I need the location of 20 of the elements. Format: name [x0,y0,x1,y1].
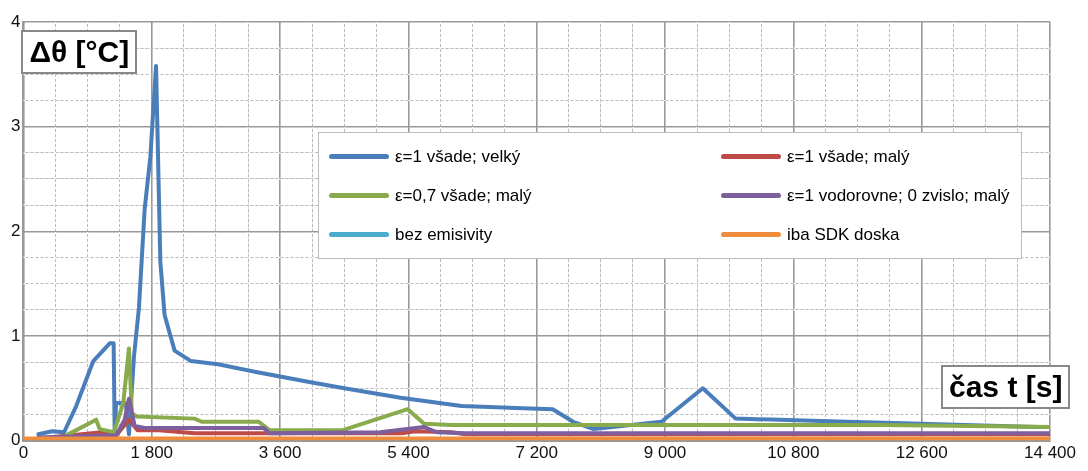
legend-label: ε=1 všade; malý [787,146,910,167]
legend-label: bez emisivity [395,224,493,245]
legend-label: ε=1 všade; velký [395,146,521,167]
x-tick-label: 10 800 [767,443,820,463]
x-tick-label: 5 400 [387,443,430,463]
x-tick-label: 3 600 [258,443,302,463]
legend-label: iba SDK doska [787,224,900,245]
x-tick-label: 7 200 [515,443,558,463]
x-tick-label: 9 000 [643,443,687,463]
y-tick-label: 4 [10,11,21,31]
legend-label: ε=1 vodorovne; 0 zvislo; malý [787,185,1010,206]
x-tick-label: 12 600 [895,443,948,463]
y-tick-label: 2 [10,220,21,240]
y-axis-title: Δθ [°C] [21,30,138,74]
x-tick-label: 1 800 [130,443,174,463]
x-tick-label: 14 400 [1024,443,1076,463]
y-tick-label: 3 [10,116,21,136]
legend-label: ε=0,7 všade; malý [395,185,532,206]
y-tick-label: 1 [10,325,21,345]
x-axis-title: čas t [s] [941,364,1071,409]
